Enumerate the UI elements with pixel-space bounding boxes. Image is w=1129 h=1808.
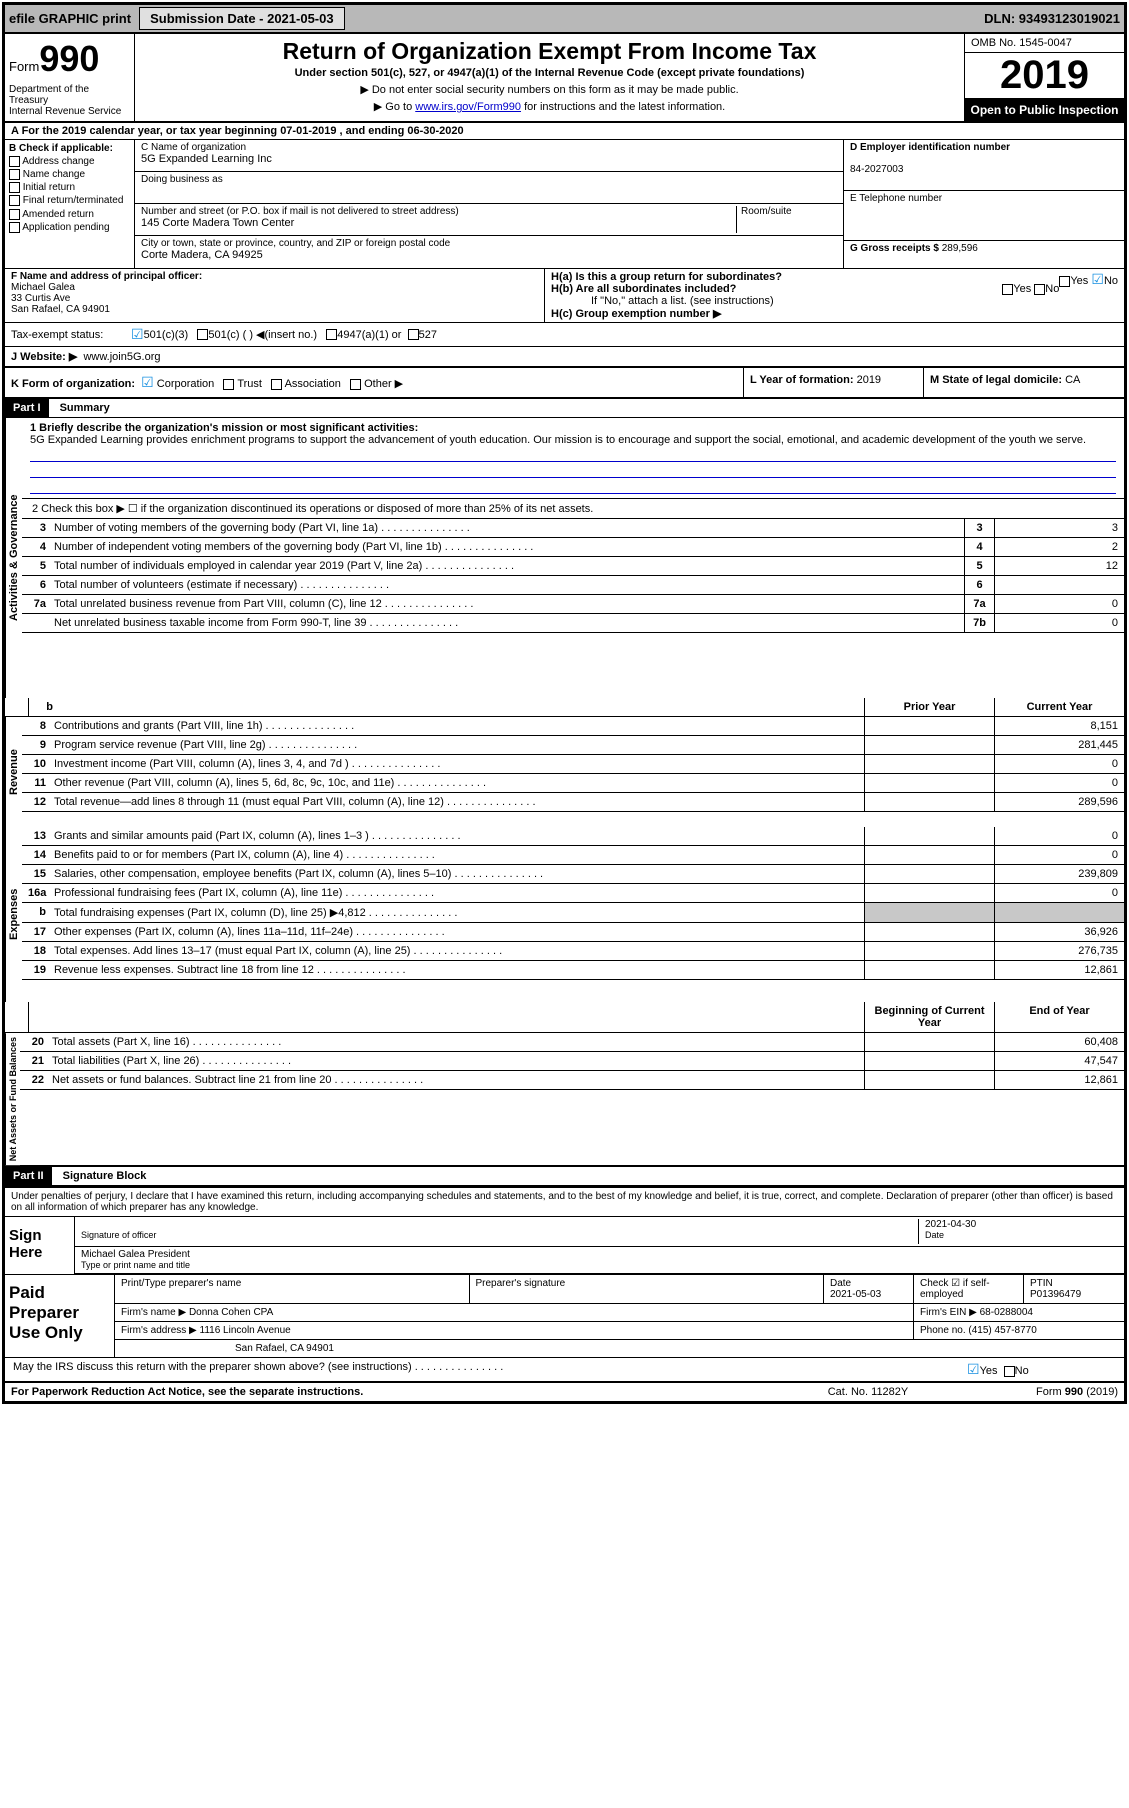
form-header: Form990 Department of the Treasury Inter… xyxy=(5,34,1124,123)
gov-line: 6 Total number of volunteers (estimate i… xyxy=(22,576,1124,595)
phone-box: E Telephone number xyxy=(844,190,1124,240)
col-b: B Check if applicable: Address change Na… xyxy=(5,140,135,268)
data-line: 8 Contributions and grants (Part VIII, l… xyxy=(22,717,1124,736)
subtitle: Under section 501(c), 527, or 4947(a)(1)… xyxy=(143,67,956,79)
data-line: 17 Other expenses (Part IX, column (A), … xyxy=(22,923,1124,942)
main-title: Return of Organization Exempt From Incom… xyxy=(143,38,956,65)
org-name: 5G Expanded Learning Inc xyxy=(141,153,272,165)
top-bar: efile GRAPHIC print Submission Date - 20… xyxy=(5,5,1124,34)
data-line: 18 Total expenses. Add lines 13–17 (must… xyxy=(22,942,1124,961)
sig-date: 2021-04-30Date xyxy=(918,1219,1118,1244)
group-return-box: H(a) Is this a group return for subordin… xyxy=(545,269,1124,322)
tab-netassets: Net Assets or Fund Balances xyxy=(5,1033,20,1165)
gov-line: 4 Number of independent voting members o… xyxy=(22,538,1124,557)
instr2: ▶ Go to www.irs.gov/Form990 for instruct… xyxy=(143,100,956,113)
instr1: ▶ Do not enter social security numbers o… xyxy=(143,83,956,96)
sig-officer[interactable]: Signature of officer xyxy=(81,1219,918,1244)
data-line: 13 Grants and similar amounts paid (Part… xyxy=(22,827,1124,846)
tab-revenue: Revenue xyxy=(5,717,22,827)
data-line: 11 Other revenue (Part VIII, column (A),… xyxy=(22,774,1124,793)
irs-link[interactable]: www.irs.gov/Form990 xyxy=(415,101,521,113)
line-2: 2 Check this box ▶ ☐ if the organization… xyxy=(22,499,1124,519)
col-headers-1: b Prior Year Current Year xyxy=(5,698,1124,717)
part2-header: Part II Signature Block xyxy=(5,1165,1124,1186)
dba-box: Doing business as xyxy=(135,172,843,204)
data-line: 20 Total assets (Part X, line 16) 60,408 xyxy=(20,1033,1124,1052)
signature-block: Under penalties of perjury, I declare th… xyxy=(5,1186,1124,1382)
chk-final[interactable]: Final return/terminated xyxy=(9,195,130,206)
tab-governance: Activities & Governance xyxy=(5,418,22,698)
website-row: J Website: ▶ www.join5G.org xyxy=(5,347,1124,368)
preparer-block: Paid Preparer Use Only Print/Type prepar… xyxy=(5,1274,1124,1357)
efile-label: efile GRAPHIC print xyxy=(9,11,131,26)
part1-header: Part I Summary xyxy=(5,399,1124,418)
header-left: Form990 Department of the Treasury Inter… xyxy=(5,34,135,121)
dept-label: Department of the Treasury Internal Reve… xyxy=(9,84,130,117)
form-number: Form990 xyxy=(9,38,130,80)
header-right: OMB No. 1545-0047 2019 Open to Public In… xyxy=(964,34,1124,121)
discuss-row: May the IRS discuss this return with the… xyxy=(5,1357,1124,1382)
summary-grid: Activities & Governance 1 Briefly descri… xyxy=(5,418,1124,698)
room-suite: Room/suite xyxy=(737,206,837,233)
data-line: 9 Program service revenue (Part VIII, li… xyxy=(22,736,1124,755)
gov-line: 7a Total unrelated business revenue from… xyxy=(22,595,1124,614)
gov-line: Net unrelated business taxable income fr… xyxy=(22,614,1124,633)
sig-name: Michael Galea PresidentType or print nam… xyxy=(81,1249,1118,1271)
gov-line: 3 Number of voting members of the govern… xyxy=(22,519,1124,538)
chk-pending[interactable]: Application pending xyxy=(9,222,130,233)
col-c: C Name of organization 5G Expanded Learn… xyxy=(135,140,844,268)
year-formation: L Year of formation: 2019 xyxy=(744,368,924,397)
data-line: 22 Net assets or fund balances. Subtract… xyxy=(20,1071,1124,1090)
page-footer: For Paperwork Reduction Act Notice, see … xyxy=(5,1382,1124,1401)
data-line: 10 Investment income (Part VIII, column … xyxy=(22,755,1124,774)
data-line: b Total fundraising expenses (Part IX, c… xyxy=(22,903,1124,923)
data-line: 19 Revenue less expenses. Subtract line … xyxy=(22,961,1124,980)
state-domicile: M State of legal domicile: CA xyxy=(924,368,1124,397)
data-line: 21 Total liabilities (Part X, line 26) 4… xyxy=(20,1052,1124,1071)
dln: DLN: 93493123019021 xyxy=(984,11,1120,26)
col-deg: D Employer identification number 84-2027… xyxy=(844,140,1124,268)
klm-row: K Form of organization: ☑ Corporation Tr… xyxy=(5,368,1124,399)
data-line: 12 Total revenue—add lines 8 through 11 … xyxy=(22,793,1124,812)
tax-year: 2019 xyxy=(965,53,1124,99)
data-line: 14 Benefits paid to or for members (Part… xyxy=(22,846,1124,865)
omb: OMB No. 1545-0047 xyxy=(965,34,1124,53)
gross-box: G Gross receipts $ 289,596 xyxy=(844,240,1124,256)
chk-addr[interactable]: Address change xyxy=(9,156,130,167)
public-inspection: Open to Public Inspection xyxy=(965,99,1124,121)
submission-date[interactable]: Submission Date - 2021-05-03 xyxy=(139,7,345,30)
row-a: A For the 2019 calendar year, or tax yea… xyxy=(5,123,1124,140)
city-box: City or town, state or province, country… xyxy=(135,236,843,268)
mission-box: 1 Briefly describe the organization's mi… xyxy=(22,418,1124,499)
chk-name[interactable]: Name change xyxy=(9,169,130,180)
col-cd: C Name of organization 5G Expanded Learn… xyxy=(135,140,1124,268)
data-line: 16a Professional fundraising fees (Part … xyxy=(22,884,1124,903)
sign-here-label: Sign Here xyxy=(5,1217,75,1274)
form-org: K Form of organization: ☑ Corporation Tr… xyxy=(5,368,744,397)
tab-expenses: Expenses xyxy=(5,827,22,1002)
section-bcd: B Check if applicable: Address change Na… xyxy=(5,140,1124,269)
tax-status-row: Tax-exempt status: ☑ 501(c)(3) 501(c) ( … xyxy=(5,323,1124,347)
header-mid: Return of Organization Exempt From Incom… xyxy=(135,34,964,121)
officer-box: F Name and address of principal officer:… xyxy=(5,269,545,322)
chk-initial[interactable]: Initial return xyxy=(9,182,130,193)
check-icon: ☑ xyxy=(131,326,144,343)
section-fgh: F Name and address of principal officer:… xyxy=(5,269,1124,323)
addr-box: Number and street (or P.O. box if mail i… xyxy=(135,204,843,236)
ein-box: D Employer identification number 84-2027… xyxy=(844,140,1124,190)
org-name-box: C Name of organization 5G Expanded Learn… xyxy=(135,140,843,172)
form-page: efile GRAPHIC print Submission Date - 20… xyxy=(2,2,1127,1404)
col-headers-2: Beginning of Current Year End of Year xyxy=(5,1002,1124,1033)
data-line: 15 Salaries, other compensation, employe… xyxy=(22,865,1124,884)
chk-amended[interactable]: Amended return xyxy=(9,209,130,220)
gov-line: 5 Total number of individuals employed i… xyxy=(22,557,1124,576)
